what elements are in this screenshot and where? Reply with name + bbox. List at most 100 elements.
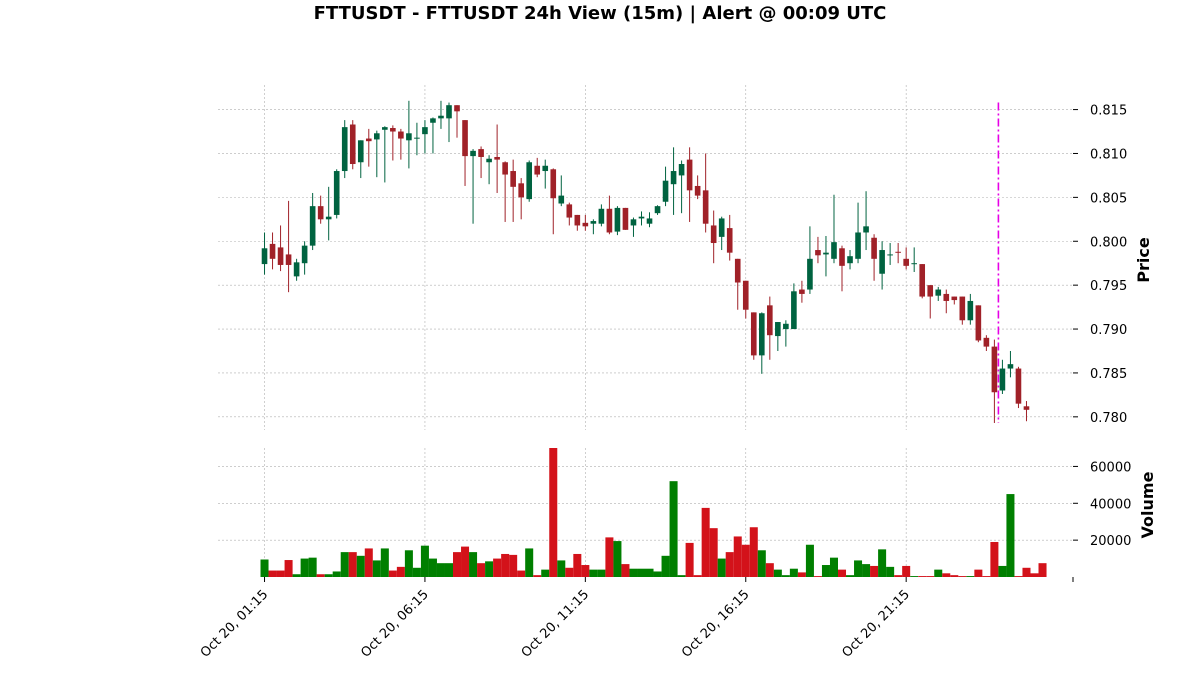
- volume-bar: [517, 570, 526, 577]
- volume-axis-label: Volume: [1138, 471, 1157, 538]
- volume-bar: [485, 561, 494, 577]
- volume-bar: [549, 448, 558, 577]
- candle-body: [542, 165, 549, 172]
- candle-body: [454, 105, 460, 112]
- volume-bar: [677, 575, 686, 577]
- volume-bar: [461, 546, 470, 577]
- volume-bar: [453, 552, 462, 577]
- candle-body: [991, 346, 998, 393]
- volume-bar: [725, 552, 734, 577]
- candle-body: [622, 207, 629, 230]
- volume-bar: [469, 552, 478, 577]
- volume-bar: [276, 570, 285, 577]
- candle-body: [526, 162, 533, 200]
- volume-bar: [308, 557, 317, 577]
- candle-body: [734, 258, 741, 283]
- candle-body: [887, 254, 893, 256]
- volume-bar: [821, 565, 830, 577]
- candle-body: [678, 164, 685, 176]
- candle-body: [574, 214, 581, 226]
- volume-bar: [709, 528, 718, 577]
- candle-body: [301, 245, 308, 264]
- volume-bar: [765, 563, 774, 577]
- candle-body: [422, 127, 428, 135]
- candle-body: [614, 207, 621, 232]
- candle-body: [590, 221, 597, 224]
- price-tick-label: 0.780: [1090, 411, 1127, 426]
- candle-body: [502, 162, 508, 175]
- volume-bar: [813, 576, 822, 577]
- candle-body: [662, 180, 669, 202]
- candle-body: [438, 115, 444, 119]
- volume-bar: [902, 565, 911, 577]
- candle-body: [927, 285, 934, 297]
- volume-bar: [268, 570, 277, 577]
- candle-body: [654, 206, 661, 214]
- price-tick-label: 0.785: [1090, 367, 1127, 382]
- volume-bar: [324, 574, 333, 577]
- candle-body: [895, 251, 901, 253]
- candle-body: [718, 218, 725, 237]
- candle-body: [534, 165, 541, 175]
- candle-body: [767, 305, 773, 336]
- price-candles: [261, 100, 1030, 423]
- volume-tick-label: 20000: [1090, 534, 1131, 549]
- volume-bar: [493, 558, 502, 577]
- volume-bar: [870, 565, 879, 577]
- candle-body: [935, 289, 942, 296]
- candle-body: [831, 242, 837, 259]
- candle-body: [317, 206, 324, 220]
- candle-body: [702, 190, 709, 224]
- volume-bar: [581, 565, 590, 577]
- volume-bar: [621, 564, 630, 577]
- candle-body: [975, 305, 982, 341]
- volume-bar: [693, 575, 702, 577]
- volume-bar: [541, 569, 550, 577]
- volume-bar: [942, 573, 951, 577]
- volume-bar: [741, 544, 750, 577]
- volume-bar: [1022, 567, 1031, 577]
- price-tick-label: 0.795: [1090, 279, 1127, 294]
- candle-body: [863, 226, 869, 233]
- volume-bar: [589, 569, 598, 577]
- volume-bar: [573, 553, 582, 577]
- candle-body: [919, 264, 926, 297]
- candle-body: [911, 263, 917, 265]
- candle-body: [855, 232, 861, 259]
- candle-body: [382, 127, 388, 130]
- candle-body: [1007, 364, 1014, 369]
- volume-bar: [1006, 494, 1015, 577]
- candle-body: [630, 219, 637, 226]
- volume-bar: [1014, 576, 1023, 577]
- volume-bar: [396, 566, 405, 577]
- volume-bar: [894, 575, 903, 577]
- volume-bar: [789, 568, 798, 577]
- volume-bar: [653, 571, 662, 577]
- volume-bar: [717, 558, 726, 577]
- volume-bar: [388, 570, 397, 577]
- volume-bar: [773, 569, 782, 577]
- candle-body: [1015, 368, 1022, 404]
- candle-body: [494, 156, 500, 160]
- volume-bar: [557, 560, 566, 577]
- candle-body: [791, 291, 797, 330]
- candle-body: [470, 150, 476, 157]
- volume-bar: [837, 569, 847, 577]
- candle-body: [285, 254, 292, 265]
- candle-body: [783, 323, 789, 330]
- candle-body: [365, 138, 372, 142]
- candle-body: [478, 149, 484, 157]
- volume-bar: [501, 553, 510, 577]
- volume-bar: [781, 575, 790, 577]
- volume-bar: [733, 536, 742, 577]
- volume-bar: [404, 550, 413, 577]
- x-tick-label: Oct 20, 16:15: [679, 587, 752, 660]
- volume-bar: [966, 576, 975, 577]
- volume-bar: [862, 564, 871, 577]
- volume-bar: [348, 552, 357, 577]
- chart-title: FTTUSDT - FTTUSDT 24h View (15m) | Alert…: [314, 3, 887, 24]
- candle-body: [398, 131, 404, 139]
- volume-bar: [332, 571, 341, 577]
- candle-body: [566, 204, 573, 218]
- candle-body: [606, 208, 613, 233]
